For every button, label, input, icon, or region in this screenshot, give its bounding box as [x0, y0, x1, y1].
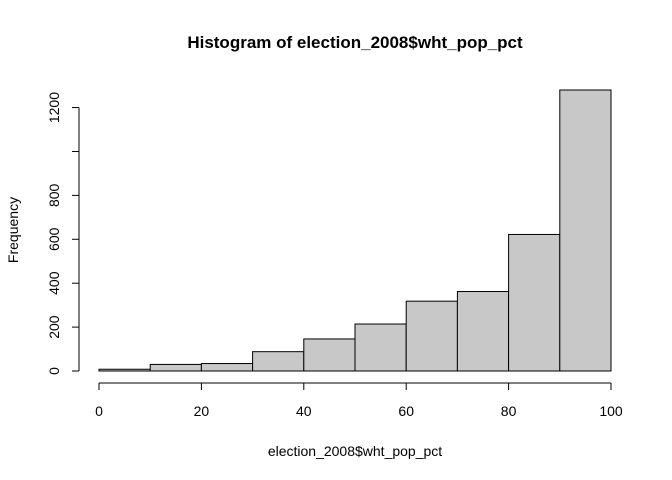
y-tick-label-6: 1200 — [46, 92, 62, 123]
x-tick-label-5: 100 — [599, 403, 623, 419]
x-tick-label-4: 80 — [501, 403, 517, 419]
histogram-bar-7 — [456, 291, 510, 372]
x-tick-label-2: 40 — [296, 403, 312, 419]
y-axis: 0 200 400 600 800 1200 — [46, 92, 80, 375]
histogram-bar-2 — [200, 363, 254, 372]
histogram-bar-3 — [252, 351, 305, 372]
x-tick-label-1: 20 — [194, 403, 210, 419]
histogram-bar-4 — [303, 338, 356, 372]
histogram-bar-0 — [98, 368, 151, 372]
histogram-bar-5 — [354, 323, 407, 372]
x-axis-label: election_2008$wht_pop_pct — [268, 443, 442, 459]
histogram-bar-9 — [559, 89, 612, 372]
histogram-bar-8 — [508, 233, 561, 372]
y-tick-label-2: 400 — [46, 271, 62, 295]
y-axis-label: Frequency — [5, 197, 21, 263]
x-tick-label-0: 0 — [95, 403, 103, 419]
y-tick-label-4: 800 — [46, 183, 62, 207]
y-tick-label-0: 0 — [46, 367, 62, 375]
histogram-bar-6 — [405, 300, 458, 372]
chart-title: Histogram of election_2008$wht_pop_pct — [187, 33, 523, 52]
x-tick-label-3: 60 — [398, 403, 414, 419]
bars-layer — [98, 89, 612, 372]
y-tick-label-3: 600 — [46, 227, 62, 251]
x-axis: 0 20 40 60 80 100 — [95, 382, 623, 419]
histogram-bar-1 — [149, 363, 202, 372]
y-tick-label-1: 200 — [46, 315, 62, 339]
